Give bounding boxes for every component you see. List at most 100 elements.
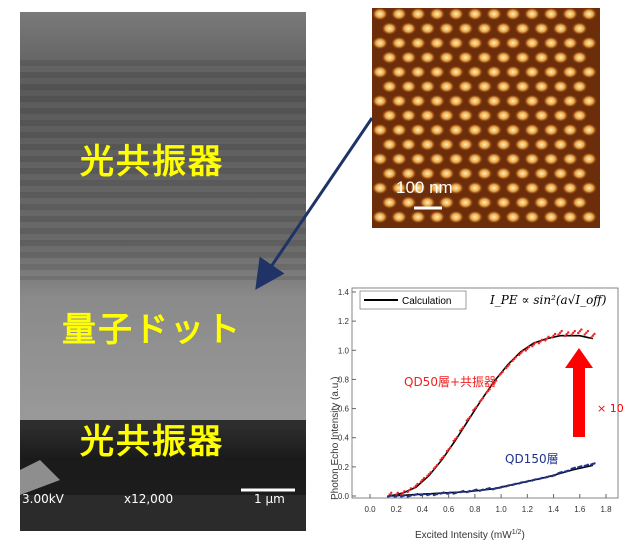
point-blue <box>422 492 426 496</box>
afm-dot <box>562 181 578 195</box>
afm-dot <box>448 152 464 166</box>
afm-dot <box>505 94 521 108</box>
afm-dot <box>400 138 417 151</box>
x-tick-label: 1.8 <box>600 505 612 514</box>
afm-dot <box>457 22 474 35</box>
series-red-label: QD50層+共振器 <box>404 375 496 389</box>
afm-dot <box>410 36 426 50</box>
point-red <box>578 330 581 333</box>
afm-dot <box>391 210 407 224</box>
point-red <box>540 338 544 341</box>
point-red <box>539 340 542 343</box>
afm-dot <box>514 167 531 180</box>
series-blue-label: QD150層 <box>505 452 559 466</box>
afm-dot <box>467 181 483 195</box>
point-red <box>396 491 399 494</box>
point-blue <box>462 489 465 493</box>
afm-dot <box>429 123 445 137</box>
point-red <box>557 333 560 336</box>
afm-dot <box>581 7 597 21</box>
afm-dot <box>505 152 521 166</box>
afm-dot <box>543 152 559 166</box>
afm-dot <box>419 80 436 93</box>
x-tick-label: 0.4 <box>417 505 429 514</box>
point-red <box>567 331 570 334</box>
afm-dot <box>372 123 388 137</box>
afm-dot <box>419 109 436 122</box>
afm-dot <box>419 196 436 209</box>
afm-dot <box>381 109 398 122</box>
point-red <box>565 333 568 336</box>
afm-dot <box>467 210 483 224</box>
point-red <box>478 400 482 403</box>
afm-dot <box>495 109 512 122</box>
point-red <box>572 331 575 334</box>
afm-dot <box>410 210 426 224</box>
afm-dot <box>400 109 417 122</box>
point-blue <box>586 463 590 467</box>
afm-dot <box>438 22 455 35</box>
point-red <box>563 334 567 338</box>
afm-dot <box>486 123 502 137</box>
afm-dot <box>429 36 445 50</box>
afm-dot <box>486 181 502 195</box>
afm-dot <box>476 138 493 151</box>
afm-dot <box>495 80 512 93</box>
afm-dot <box>476 80 493 93</box>
afm-dot <box>429 65 445 79</box>
point-red <box>527 345 531 349</box>
afm-dot <box>571 109 588 122</box>
y-tick-label: 0.4 <box>338 434 350 443</box>
afm-dot <box>533 22 550 35</box>
point-red <box>519 352 522 355</box>
afm-dot <box>524 7 540 21</box>
afm-dot <box>552 22 569 35</box>
point-red <box>434 465 437 469</box>
point-blue <box>494 486 498 490</box>
afm-dot <box>562 123 578 137</box>
afm-dot <box>581 210 597 224</box>
point-red <box>421 478 424 482</box>
point-red <box>521 350 524 353</box>
afm-dot <box>514 80 531 93</box>
point-red <box>468 415 472 419</box>
point-red <box>452 439 455 443</box>
point-red <box>560 329 563 333</box>
afm-dot <box>524 65 540 79</box>
afm-dot <box>571 196 588 209</box>
point-blue <box>560 470 563 474</box>
point-red <box>465 419 468 422</box>
afm-dot <box>391 65 407 79</box>
afm-dot <box>419 167 436 180</box>
point-red <box>485 391 488 395</box>
afm-dot <box>514 138 531 151</box>
afm-dot <box>381 51 398 64</box>
afm-dot <box>562 94 578 108</box>
afm-dot <box>524 210 540 224</box>
afm-dot <box>505 65 521 79</box>
afm-dot <box>448 7 464 21</box>
afm-dot <box>391 36 407 50</box>
point-blue <box>449 491 452 494</box>
afm-dot <box>543 65 559 79</box>
afm-dot <box>552 109 569 122</box>
point-blue <box>567 469 570 472</box>
point-blue <box>540 476 544 480</box>
afm-dot <box>524 36 540 50</box>
afm-dot <box>533 138 550 151</box>
point-red <box>439 458 442 462</box>
point-red <box>577 331 580 335</box>
point-blue <box>521 481 524 484</box>
sem-magnification: x12,000 <box>124 492 174 506</box>
afm-dot <box>372 65 388 79</box>
afm-dot <box>524 123 540 137</box>
afm-dot <box>476 196 493 209</box>
afm-dot <box>372 181 388 195</box>
afm-dot <box>581 94 597 108</box>
x-tick-label: 1.4 <box>548 505 560 514</box>
afm-dot <box>552 167 569 180</box>
multiplier-label: × 10 <box>597 402 624 415</box>
afm-dot <box>552 138 569 151</box>
afm-dot <box>514 51 531 64</box>
afm-dot <box>429 7 445 21</box>
